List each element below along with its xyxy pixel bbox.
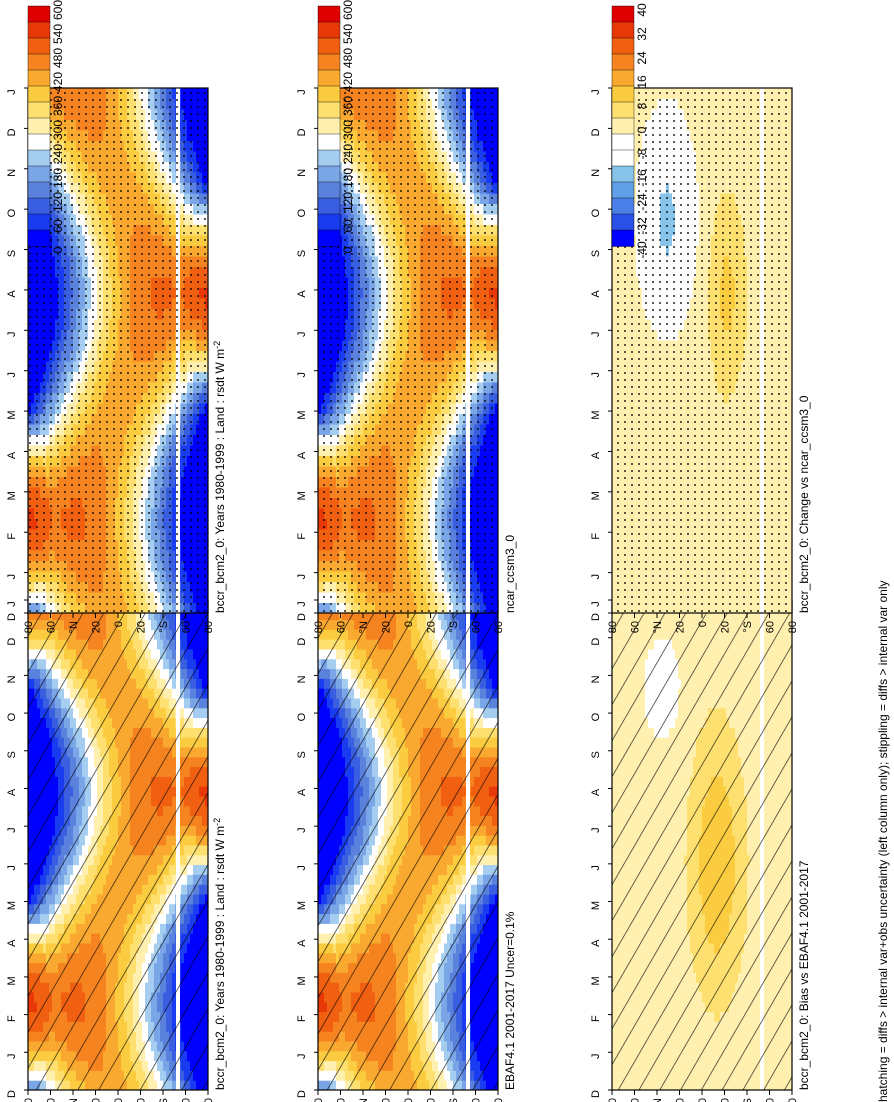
month-tick-label: A <box>6 788 18 796</box>
month-tick-label: O <box>6 712 18 721</box>
hatch-overlay <box>28 600 208 1090</box>
lat-tick-label: 20 <box>136 1098 148 1102</box>
month-tick-label: J <box>6 827 18 833</box>
month-tick-label: F <box>6 1015 18 1022</box>
month-tick-label: A <box>6 939 18 947</box>
lat-tick-label: °N <box>68 1098 80 1102</box>
month-tick-label: J <box>6 865 18 871</box>
month-tick-label: D <box>6 1090 18 1098</box>
month-tick-label: J <box>6 601 18 607</box>
panel-title-sup: -2 <box>212 818 222 826</box>
month-tick-label: S <box>6 751 18 758</box>
lat-tick-label: 80 <box>203 1098 215 1102</box>
lat-tick-label: 60 <box>46 1098 58 1102</box>
lat-tick-label: 60 <box>181 1098 193 1102</box>
month-tick-label: J <box>6 1054 18 1060</box>
month-tick-label: M <box>6 901 18 910</box>
month-tick-label: M <box>6 976 18 985</box>
panel-title: bccr_bcm2_0: Years 1980-1999 : Land : rs… <box>212 818 227 1090</box>
lat-tick-label: 80 <box>23 1098 35 1102</box>
lat-tick-label: 0 <box>113 1098 125 1102</box>
lat-tick-label: °S <box>158 1098 170 1102</box>
lat-tick-label: 20 <box>91 1098 103 1102</box>
month-tick-label: D <box>6 638 18 646</box>
panel-model-left: 80 60 °N 20 0 20 °S 60 80 D J F M A M J J A S O N D Jbccr_bcm2… <box>6 599 227 1102</box>
month-tick-label: N <box>6 675 18 683</box>
